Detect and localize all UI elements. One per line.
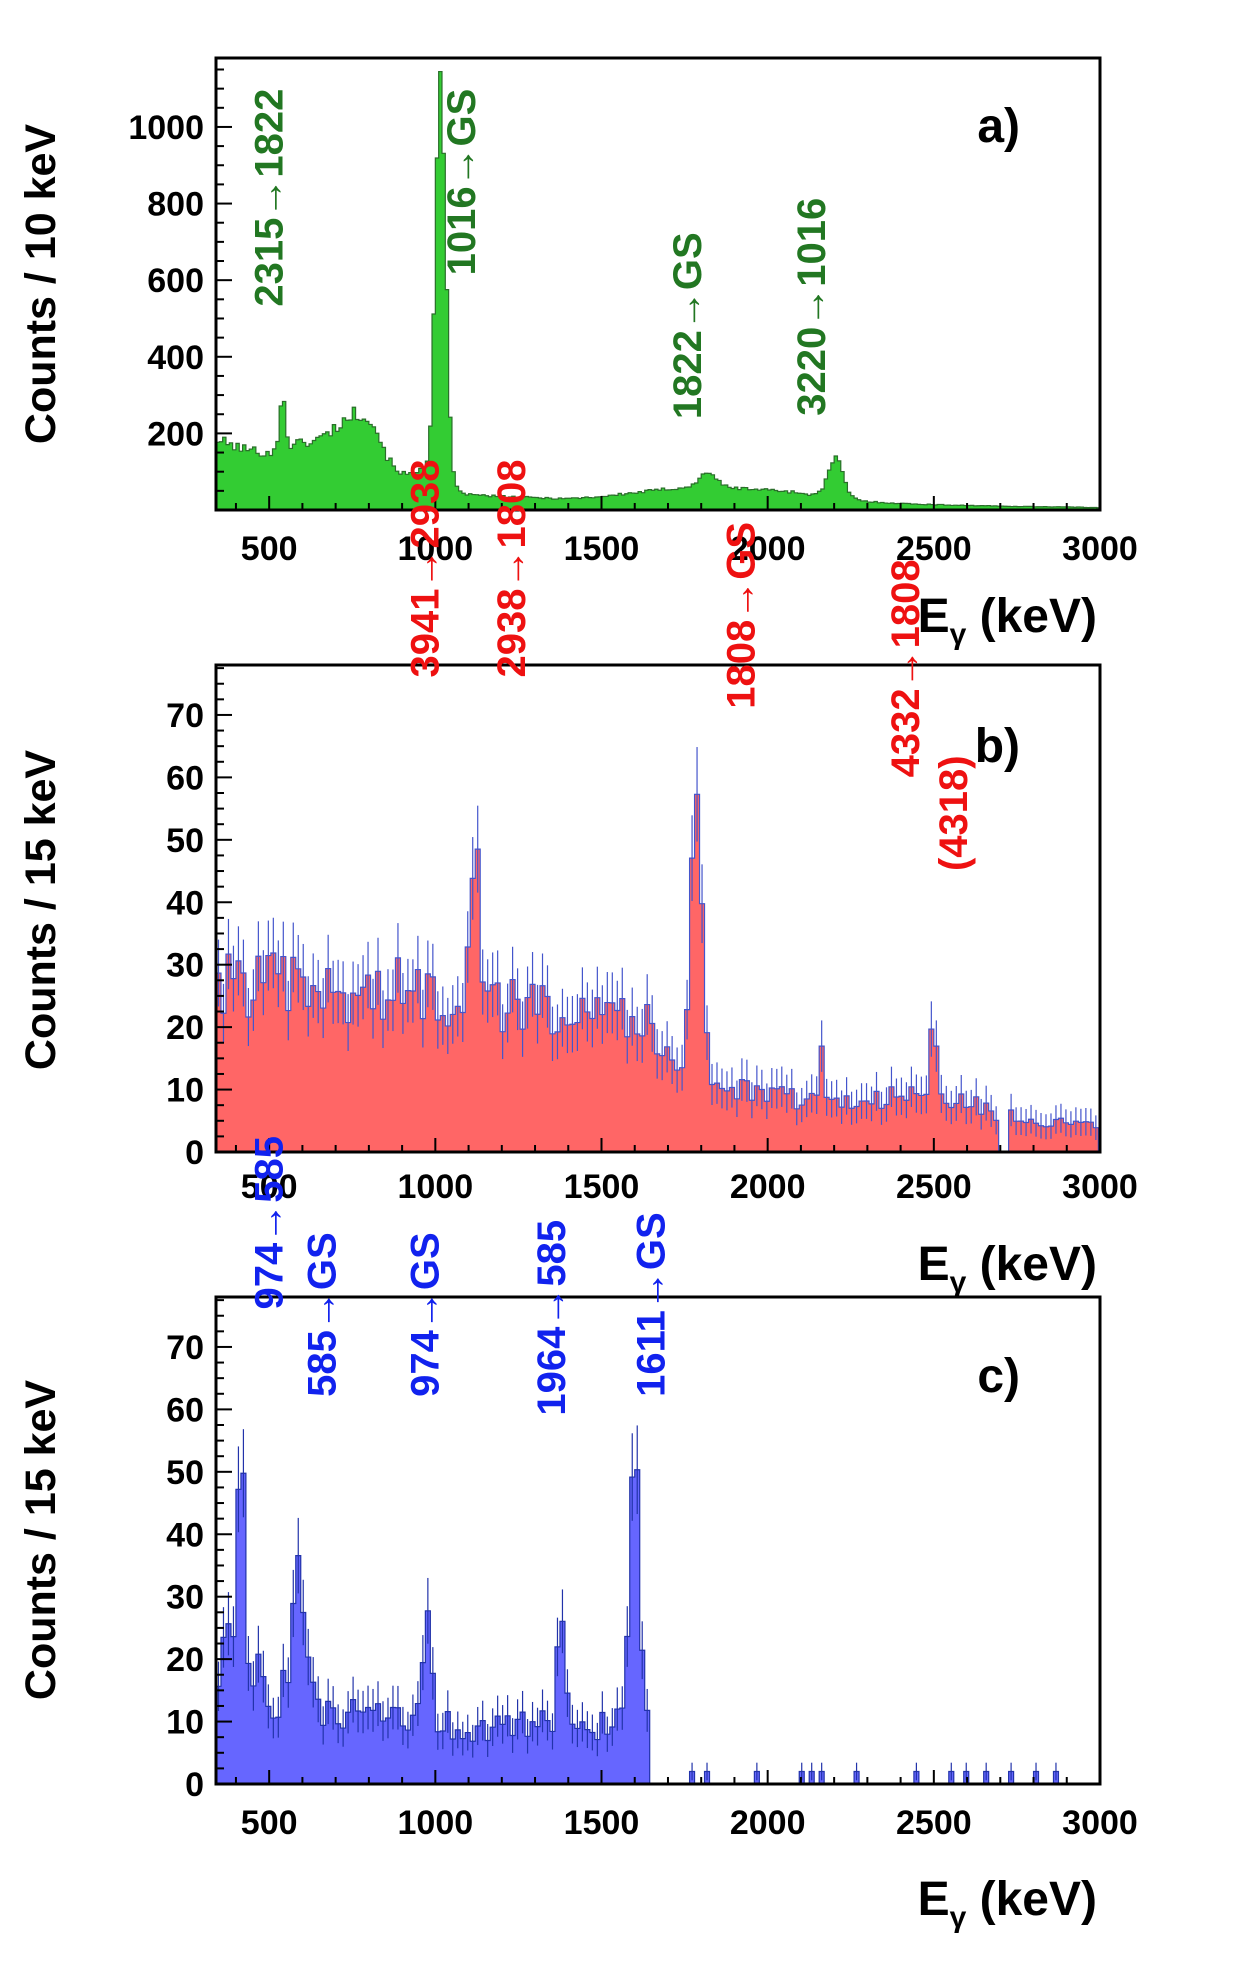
x-tick-label: 2500 [896, 530, 972, 568]
x-tick-label: 500 [241, 1804, 298, 1842]
xlabel-main: E [918, 590, 950, 643]
y-tick-label: 400 [147, 339, 204, 377]
transition-label: 1808→GS [719, 522, 763, 709]
y-tick-label: 0 [185, 1766, 204, 1804]
y-tick-label: 70 [166, 1329, 204, 1367]
y-tick-label: 30 [166, 1579, 204, 1617]
x-tick-label: 2500 [896, 1804, 972, 1842]
panel-b-annotations: 3941→2938 2938→1808 1808→GS 4332→1808(4318) [404, 460, 976, 872]
panel-a-ylabel: Counts / 10 keV [17, 124, 65, 445]
xlabel-main: E [918, 1238, 950, 1291]
transition-label: 1016→GS [440, 89, 484, 276]
panel-b-letter: b) [975, 720, 1020, 773]
xlabel-sub: γ [950, 618, 967, 651]
xlabel-unit: (keV) [966, 590, 1097, 643]
xlabel-unit: (keV) [966, 1873, 1097, 1926]
panel-b-ylabel: Counts / 15 keV [17, 750, 65, 1071]
x-tick-label: 1000 [398, 530, 474, 568]
panel-b-y-ticks: 0 10 20 30 40 50 60 70 [166, 667, 232, 1172]
panel-a-xlabel: Eγ (keV) [918, 590, 1097, 651]
x-tick-label: 500 [241, 1168, 298, 1206]
panel-c-letter: c) [977, 1350, 1020, 1403]
x-tick-label: 2000 [730, 1168, 806, 1206]
panel-a-histogram [215, 70, 1101, 511]
transition-label: 3941→2938 [404, 460, 448, 678]
panel-b-x-ticks: 500 1000 1500 2000 2500 3000 [234, 1138, 1138, 1206]
transition-label: 3220→1016 [790, 198, 834, 416]
y-tick-label: 70 [166, 697, 204, 735]
x-tick-label: 3000 [1062, 530, 1138, 568]
y-tick-label: 40 [166, 1516, 204, 1554]
panel-c-xlabel: Eγ (keV) [918, 1873, 1097, 1934]
y-tick-label: 40 [166, 884, 204, 922]
y-tick-label: 20 [166, 1009, 204, 1047]
panel-c-x-ticks: 500 1000 1500 2000 2500 3000 [234, 1770, 1138, 1842]
y-tick-label: 1000 [128, 109, 204, 147]
transition-label: 585→GS [301, 1232, 345, 1397]
panel-a-frame [214, 56, 1102, 512]
panel-a-bars [215, 70, 1101, 511]
transition-label: 4332→1808 [884, 559, 928, 777]
y-tick-label: 800 [147, 186, 204, 224]
x-tick-label: 1500 [564, 1804, 640, 1842]
y-tick-label: 200 [147, 415, 204, 453]
panel-a-y-ticks: 200 400 600 800 1000 [128, 68, 232, 511]
y-tick-label: 50 [166, 1454, 204, 1492]
panel-a-annotations: 2315→1822 1016→GS 1822→GS 3220→1016 [247, 89, 833, 419]
transition-label: 974→585 [247, 1136, 291, 1309]
y-tick-label: 20 [166, 1641, 204, 1679]
panel-a-x-ticks: 500 1000 1500 2000 2500 3000 [234, 496, 1138, 568]
panel-c-y-ticks: 0 10 20 30 40 50 60 70 [166, 1299, 232, 1804]
xlabel-sub: γ [950, 1266, 967, 1299]
x-tick-label: 1500 [564, 530, 640, 568]
x-tick-label: 2500 [896, 1168, 972, 1206]
y-tick-label: 10 [166, 1072, 204, 1110]
x-tick-label: 1000 [398, 1804, 474, 1842]
x-tick-label: 2000 [730, 1804, 806, 1842]
xlabel-unit: (keV) [966, 1238, 1097, 1291]
y-tick-label: 600 [147, 262, 204, 300]
panel-a-letter: a) [977, 100, 1020, 153]
x-tick-label: 1500 [564, 1168, 640, 1206]
y-tick-label: 10 [166, 1704, 204, 1742]
panel-c-ylabel: Counts / 15 keV [17, 1380, 65, 1701]
y-tick-label: 60 [166, 1391, 204, 1429]
panel-c: 500 1000 1500 2000 2500 3000 010203040506070 … [17, 1136, 1138, 1934]
y-tick-label: 50 [166, 822, 204, 860]
transition-label: 1822→GS [666, 232, 710, 419]
x-tick-label: 3000 [1062, 1804, 1138, 1842]
x-tick-label: 3000 [1062, 1168, 1138, 1206]
xlabel-sub: γ [950, 1901, 967, 1934]
transition-label: 1964→585 [530, 1220, 574, 1416]
x-tick-label: 2000 [730, 530, 806, 568]
panel-b-frame [214, 663, 1102, 1154]
transition-label: 974→GS [404, 1232, 448, 1397]
panel-c-bars [215, 1425, 1099, 1785]
panel-c-frame [214, 1295, 1102, 1786]
xlabel-main: E [918, 1873, 950, 1926]
transition-label: 2938→1808 [490, 460, 534, 678]
panel-b-bars [215, 747, 1099, 1153]
panel-b: 500 1000 1500 2000 2500 3000 010203040506070 … [17, 460, 1138, 1299]
y-tick-label: 30 [166, 947, 204, 985]
panel-b-xlabel: Eγ (keV) [918, 1238, 1097, 1299]
panel-a: 500 1000 1500 2000 2500 3000 200 400 600 800 1000… [17, 56, 1138, 651]
y-tick-label: 0 [185, 1134, 204, 1172]
transition-label: 2315→1822 [247, 89, 291, 307]
x-tick-label: 500 [241, 530, 298, 568]
y-tick-label: 60 [166, 759, 204, 797]
transition-label: 1611→GS [630, 1212, 674, 1397]
transition-label: (4318) [932, 755, 976, 871]
x-tick-label: 1000 [398, 1168, 474, 1206]
panel-c-histogram [215, 1469, 1099, 1785]
